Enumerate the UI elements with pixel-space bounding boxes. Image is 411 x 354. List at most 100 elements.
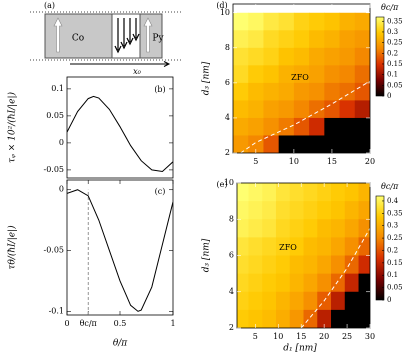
heat-cell bbox=[262, 309, 277, 328]
axes-frame bbox=[66, 179, 174, 316]
heat-cell bbox=[237, 219, 249, 238]
co-layer bbox=[44, 13, 113, 59]
heat-cell bbox=[289, 309, 304, 328]
heat-cell bbox=[275, 237, 291, 256]
colorbar-tick-label: 0.1 bbox=[387, 271, 398, 279]
heat-cell bbox=[317, 237, 332, 256]
x-tick-label: 10 bbox=[289, 157, 299, 166]
heat-cell bbox=[324, 117, 341, 136]
heat-cell bbox=[309, 82, 325, 101]
heat-cell bbox=[262, 255, 277, 275]
heat-cell bbox=[278, 100, 295, 119]
plot-area bbox=[67, 95, 173, 173]
heat-cell bbox=[248, 237, 263, 256]
heat-cell bbox=[262, 219, 277, 238]
heat-cell bbox=[317, 309, 332, 328]
heat-cell bbox=[354, 30, 370, 49]
heat-cell bbox=[293, 65, 310, 84]
colorbar-tick-label: 0.35 bbox=[387, 17, 403, 25]
spin-arrows bbox=[114, 18, 140, 54]
heat-cell bbox=[331, 273, 346, 293]
heat-cell bbox=[309, 12, 325, 31]
heat-cell bbox=[331, 219, 346, 238]
heat-cell bbox=[303, 237, 318, 256]
heat-cell bbox=[317, 273, 332, 293]
plot-area bbox=[67, 189, 173, 312]
heat-cell bbox=[331, 183, 346, 202]
x-tick-label: 20 bbox=[365, 157, 375, 166]
heat-cell bbox=[344, 183, 360, 202]
heat-cell bbox=[354, 47, 370, 66]
colorbar-tick-label: 0.35 bbox=[387, 209, 403, 217]
y-tick-label: 4 bbox=[229, 287, 234, 296]
heat-cell bbox=[278, 30, 295, 49]
colorbar-tick-label: 0.05 bbox=[387, 81, 403, 89]
x-tick-label: 1 bbox=[170, 319, 175, 328]
y-tick-label: 0 bbox=[59, 138, 64, 147]
colorbar bbox=[375, 16, 385, 97]
heat-cell bbox=[309, 47, 325, 66]
heat-cell bbox=[248, 100, 264, 119]
heat-cell bbox=[354, 65, 370, 84]
heat-cell bbox=[344, 201, 360, 220]
heat-cell bbox=[324, 135, 341, 153]
heat-cell bbox=[339, 65, 356, 84]
heat-cell bbox=[354, 117, 370, 136]
y-tick-label: 0.05 bbox=[46, 111, 64, 120]
x-tick-label: 15 bbox=[327, 157, 337, 166]
line-panel: -0.1 -0.05 0 0 θc/π 0.5 1 (c) τθ/(ħI/|e|) θ/π bbox=[7, 179, 176, 349]
heat-cell bbox=[275, 291, 291, 311]
colorbar-tick-label: 0.15 bbox=[387, 259, 403, 267]
heat-cell bbox=[278, 12, 295, 31]
y-tick-label: 8 bbox=[229, 214, 234, 223]
y-tick-label: 10 bbox=[224, 178, 234, 187]
heat-cell bbox=[248, 135, 264, 153]
x-tick-label: 0 bbox=[64, 319, 69, 328]
colorbar-tick-label: 0.2 bbox=[387, 246, 398, 254]
heat-cell bbox=[263, 47, 280, 66]
heat-cell bbox=[263, 30, 280, 49]
heat-cell bbox=[309, 30, 325, 49]
x-tick-label: 10 bbox=[273, 332, 283, 341]
heat-cell bbox=[331, 291, 346, 311]
heat-cell bbox=[278, 47, 295, 66]
heat-cell bbox=[324, 82, 341, 101]
heat-cell bbox=[303, 273, 318, 293]
heat-cell bbox=[354, 100, 370, 119]
heat-cell bbox=[237, 291, 249, 311]
heat-cell bbox=[237, 273, 249, 293]
heat-cell bbox=[339, 47, 356, 66]
heat-cell bbox=[263, 65, 280, 84]
y-axis-label: τᵩ × 10²/(ħI/|e|) bbox=[7, 91, 18, 163]
schematic: (a) Co Py x₀ bbox=[30, 1, 182, 76]
heat-cell bbox=[233, 135, 249, 153]
heat-cell bbox=[289, 183, 304, 202]
heat-cell bbox=[275, 201, 291, 220]
heat-cell bbox=[344, 237, 360, 256]
heat-cell bbox=[248, 183, 263, 202]
heat-cell bbox=[358, 201, 370, 220]
heat-cell bbox=[248, 309, 263, 328]
colorbar-title: θc/π bbox=[381, 3, 399, 12]
heat-cell bbox=[303, 255, 318, 275]
heat-cell bbox=[324, 65, 341, 84]
y-axis-label: d₃ [nm] bbox=[202, 238, 212, 272]
heat-cell bbox=[248, 219, 263, 238]
colorbar-tick-label: 0 bbox=[387, 92, 391, 100]
heat-cell bbox=[331, 309, 346, 328]
heat-cell bbox=[233, 12, 249, 31]
heat-cell bbox=[233, 47, 249, 66]
heat-cell bbox=[317, 255, 332, 275]
heat-cell bbox=[262, 237, 277, 256]
x-tick-label: 15 bbox=[296, 332, 306, 341]
heat-cell bbox=[358, 255, 370, 275]
y-axis-label: d₃ [nm] bbox=[202, 61, 212, 95]
colorbar-title: θc/π bbox=[381, 182, 399, 191]
x-tick-label: 25 bbox=[342, 332, 352, 341]
heat-cell bbox=[358, 273, 370, 293]
heat-cell bbox=[324, 47, 341, 66]
heat-cell bbox=[262, 183, 277, 202]
heat-cell bbox=[237, 309, 249, 328]
heat-cell bbox=[303, 183, 318, 202]
heat-cell bbox=[278, 82, 295, 101]
